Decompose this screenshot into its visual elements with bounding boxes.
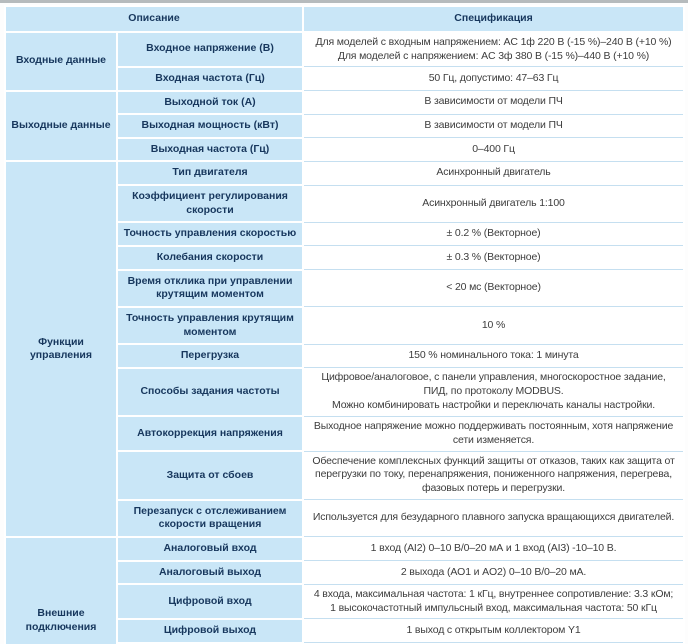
spec-cell: ± 0.3 % (Векторное) <box>302 245 686 271</box>
spec-cell: 1 выход с открытым коллектором Y1 <box>302 618 686 644</box>
spec-cell: 2 выхода (AO1 и AO2) 0–10 В/0–20 мА. <box>302 560 686 585</box>
table-row: Автокоррекция напряжения Выходное напряж… <box>5 415 686 453</box>
table-row: Точность управления крутящим моментом 10… <box>5 305 686 346</box>
spec-cell: 0–400 Гц <box>302 137 686 162</box>
table-row: Цифровой выход 1 выход с открытым коллек… <box>5 617 686 644</box>
param-cell: Выходной ток (А) <box>115 89 305 116</box>
spec-cell: Для моделей с входным напряжением: AC 1ф… <box>302 31 686 68</box>
param-cell: Выходная частота (Гц) <box>115 136 305 163</box>
table-row: Входная частота (Гц) 50 Гц, допустимо: 4… <box>5 65 686 92</box>
param-cell: Аналоговый вход <box>115 535 305 562</box>
spec-cell: В зависимости от модели ПЧ <box>302 113 686 139</box>
table-row: Колебания скорости ± 0.3 % (Векторное) <box>5 244 686 271</box>
table-row: Внешние подключения Аналоговый вход 1 вх… <box>4 535 686 644</box>
param-cell: Способы задания частоты <box>115 366 305 418</box>
spec-cell: ± 0.2 % (Векторное) <box>302 221 686 247</box>
table-row: Время отклика при управлении крутящим мо… <box>5 268 686 308</box>
table-row: Цифровой вход 4 входа, максимальная част… <box>5 583 686 620</box>
param-cell: Входная частота (Гц) <box>115 65 305 92</box>
group-cell-control-functions: Функции управления <box>4 160 118 538</box>
table-row: Аналоговый выход 2 выхода (AO1 и AO2) 0–… <box>5 559 686 586</box>
param-cell: Время отклика при управлении крутящим мо… <box>115 268 305 308</box>
param-cell: Автокоррекция напряжения <box>115 415 305 453</box>
param-cell: Точность управления скоростью <box>115 221 305 247</box>
header-specification: Спецификация <box>302 5 686 33</box>
table-row: Выходная мощность (кВт) В зависимости от… <box>5 113 686 139</box>
param-cell: Цифровой выход <box>115 617 305 644</box>
table-row: Релейный выход 2 программируемых релейны… <box>5 641 686 644</box>
spec-cell: Используется для безударного плавного за… <box>302 499 686 538</box>
header-row: Описание Спецификация <box>3 5 686 33</box>
spec-cell: 50 Гц, допустимо: 47–63 Гц <box>302 66 686 91</box>
spec-cell: 1 вход (AI2) 0–10 В/0–20 мА и 1 вход (AI… <box>302 536 686 562</box>
table-row: Защита от сбоев Обеспечение комплексных … <box>5 450 686 501</box>
spec-cell: 10 % <box>302 306 686 345</box>
group-cell-input-data: Входные данные <box>4 30 118 92</box>
spec-cell: 4 входа, максимальная частота: 1 кГц, вн… <box>302 583 686 620</box>
spec-cell: < 20 мс (Векторное) <box>302 269 686 308</box>
page-top-edge <box>0 0 688 3</box>
param-cell: Аналоговый выход <box>115 559 305 586</box>
param-cell: Выходная мощность (кВт) <box>115 113 305 139</box>
param-cell: Точность управления крутящим моментом <box>115 305 305 346</box>
param-cell: Цифровой вход <box>115 583 305 620</box>
param-cell: Входное напряжение (В) <box>115 30 305 68</box>
param-cell: Колебания скорости <box>115 244 305 271</box>
spec-cell: 2 программируемых релейных выхода RO1A N… <box>302 642 686 644</box>
param-cell: Релейный выход <box>115 641 305 644</box>
table-row: Входные данные Входное напряжение (В) Дл… <box>4 30 686 92</box>
spec-cell: Обеспечение комплексных функций защиты о… <box>302 450 686 501</box>
param-cell: Защита от сбоев <box>115 450 305 501</box>
table-row: Перегрузка 150 % номинального тока: 1 ми… <box>5 343 686 369</box>
param-cell: Коэффициент регулирования скорости <box>115 184 305 224</box>
spec-cell: Выходное напряжение можно поддерживать п… <box>302 415 686 452</box>
header-description: Описание <box>3 5 305 33</box>
param-cell: Тип двигателя <box>115 160 305 187</box>
group-cell-output-data: Выходные данные <box>4 89 118 163</box>
table-row: Перезапуск с отслеживанием скорости вращ… <box>5 498 686 538</box>
table-row: Функции управления Тип двигателя Асинхро… <box>4 160 686 538</box>
spec-cell: В зависимости от модели ПЧ <box>302 90 686 115</box>
spec-cell: Цифровое/аналоговое, с панели управления… <box>302 367 686 417</box>
table-row: Способы задания частоты Цифровое/аналого… <box>5 366 686 418</box>
param-cell: Перезапуск с отслеживанием скорости вращ… <box>115 498 305 538</box>
spec-cell: Асинхронный двигатель 1:100 <box>302 184 686 223</box>
spec-table: Описание Спецификация Входные данные Вхо… <box>3 5 686 644</box>
table-row: Коэффициент регулирования скорости Асинх… <box>5 184 686 224</box>
table-row: Выходная частота (Гц) 0–400 Гц <box>5 136 686 163</box>
table-row: Выходные данные Выходной ток (А) В завис… <box>4 89 686 163</box>
group-cell-external-connections: Внешние подключения <box>4 535 118 644</box>
spec-cell: Асинхронный двигатель <box>302 160 686 186</box>
spec-cell: 150 % номинального тока: 1 минута <box>302 343 686 369</box>
param-cell: Перегрузка <box>115 343 305 369</box>
